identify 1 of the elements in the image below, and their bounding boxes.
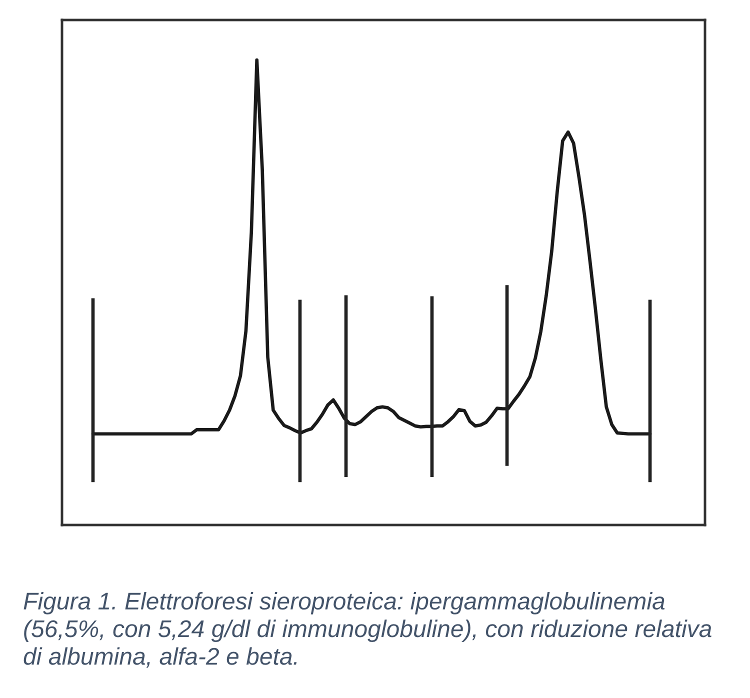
text: Figura 1. Elettroforesi sieroproteica: ipergammaglobulinemia (56,5%, con 5,24 g/dl di immunoglobuline), con riduzione relativa di albumina, alfa-2 e beta. [24, 592, 712, 668]
